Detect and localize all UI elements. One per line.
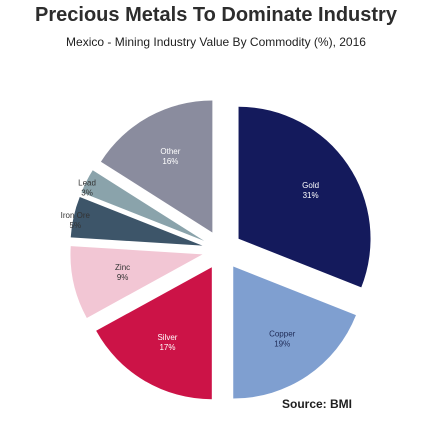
slice-label-name: Other: [160, 147, 180, 156]
pie-slice-silver: [96, 267, 212, 400]
slice-label-lead: Lead 3%: [78, 178, 96, 197]
slice-label-silver: Silver 17%: [157, 333, 177, 352]
pie-slice-lead: [81, 170, 205, 241]
pie-slice-gold: [238, 106, 371, 288]
slice-label-name: Lead: [78, 178, 96, 187]
slice-label-name: Gold: [302, 181, 319, 190]
slice-label-zinc: Zinc 9%: [115, 263, 130, 282]
slice-label-value: 19%: [274, 340, 290, 349]
slice-label-value: 5%: [70, 221, 82, 230]
pie-slice-zinc: [70, 246, 203, 318]
pie-slice-iron-ore: [70, 197, 203, 246]
slice-label-value: 17%: [159, 343, 175, 352]
slice-label-value: 31%: [303, 191, 319, 200]
slice-label-name: Copper: [269, 330, 296, 339]
pie-slice-other: [100, 100, 213, 233]
slice-label-name: Iron Ore: [61, 211, 91, 220]
slice-label-name: Silver: [157, 333, 177, 342]
slice-label-value: 16%: [162, 157, 178, 166]
slice-label-value: 9%: [117, 273, 129, 282]
slice-label-gold: Gold 31%: [302, 181, 319, 200]
slice-label-value: 3%: [81, 188, 93, 197]
slice-label-other: Other 16%: [160, 147, 180, 166]
slice-label-name: Zinc: [115, 263, 130, 272]
slice-label-iron-ore: Iron Ore 5%: [61, 211, 91, 230]
pie-slice-copper: [233, 266, 356, 399]
source-note: Source: BMI: [282, 397, 353, 411]
chart-title: Precious Metals To Dominate Industry: [35, 4, 397, 26]
chart-subtitle: Mexico - Mining Industry Value By Commod…: [66, 35, 366, 49]
slice-label-copper: Copper 19%: [269, 330, 296, 349]
